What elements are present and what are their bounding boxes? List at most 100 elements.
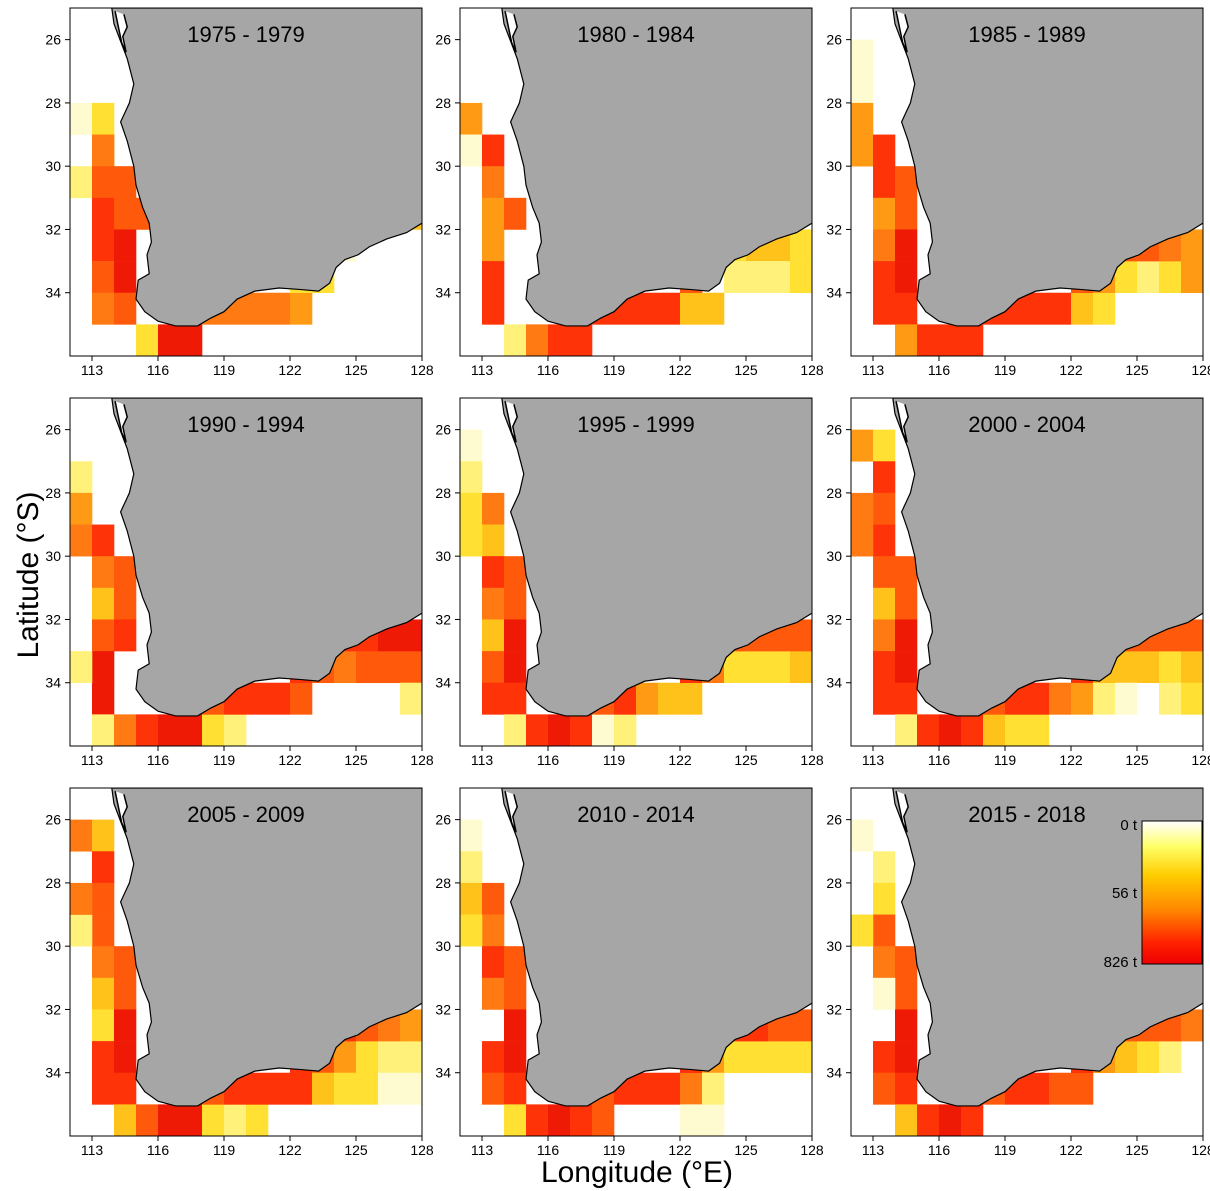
catch-cell xyxy=(1181,1009,1203,1042)
x-tick-label: 113 xyxy=(471,1142,494,1158)
x-tick-label: 119 xyxy=(994,752,1017,768)
catch-cell xyxy=(460,134,483,167)
catch-cell xyxy=(460,429,483,462)
panel-title: 1975 - 1979 xyxy=(187,22,304,47)
map-panel: 1975 - 1979 113 116 119 122 125 128 26 28 30 32 34 xyxy=(45,7,434,378)
catch-cell xyxy=(482,682,505,715)
legend-label-min: 0 t xyxy=(1120,817,1138,834)
catch-cell xyxy=(482,524,505,557)
catch-cell xyxy=(202,1104,225,1136)
catch-cell xyxy=(92,914,115,947)
catch-cell xyxy=(92,682,115,715)
catch-cell xyxy=(873,977,896,1010)
catch-cell xyxy=(1159,682,1182,715)
catch-cell xyxy=(1093,292,1116,325)
catch-cell xyxy=(400,1009,422,1042)
catch-cell xyxy=(136,324,159,356)
catch-cell xyxy=(548,714,571,746)
x-tick-label: 128 xyxy=(800,362,824,378)
catch-cell xyxy=(895,651,918,684)
land-mass xyxy=(111,8,422,327)
x-tick-label: 116 xyxy=(928,1142,951,1158)
land-mass xyxy=(501,788,812,1107)
catch-cell xyxy=(895,261,918,294)
catch-cell xyxy=(592,714,615,746)
catch-cell xyxy=(482,492,505,525)
x-tick-label: 122 xyxy=(1059,362,1083,378)
catch-cell xyxy=(482,914,505,947)
catch-cell xyxy=(180,324,203,356)
catch-cell xyxy=(224,1104,247,1136)
land-mass xyxy=(501,8,812,327)
catch-cell xyxy=(873,166,896,199)
catch-cell xyxy=(917,714,940,746)
panel-title: 1985 - 1989 xyxy=(968,22,1085,47)
catch-cell xyxy=(482,1041,505,1074)
y-tick-label: 30 xyxy=(45,158,61,174)
x-tick-label: 119 xyxy=(603,752,626,768)
y-axis-label: Latitude (°S) xyxy=(12,491,45,658)
catch-cell xyxy=(1137,1041,1160,1074)
y-tick-label: 26 xyxy=(435,32,451,48)
catch-cell xyxy=(895,619,918,652)
bay-outline xyxy=(504,791,518,833)
x-tick-label: 125 xyxy=(344,752,368,768)
catch-cell xyxy=(895,1041,918,1074)
catch-cell xyxy=(460,524,483,557)
catch-cell xyxy=(895,1072,918,1105)
catch-cell xyxy=(873,651,896,684)
catch-cell xyxy=(92,977,115,1010)
catch-cell xyxy=(895,556,918,589)
catch-cell xyxy=(92,651,115,684)
panel-frame xyxy=(69,7,423,357)
x-tick-label: 119 xyxy=(994,362,1017,378)
catch-cell xyxy=(70,461,93,494)
catch-cell xyxy=(592,1104,615,1136)
y-tick-label: 30 xyxy=(45,548,61,564)
catch-cell xyxy=(158,1104,181,1136)
catch-cell xyxy=(70,492,93,525)
catch-cell xyxy=(114,166,137,199)
bay-outline xyxy=(114,11,128,53)
catch-cell xyxy=(851,429,874,462)
catch-cell xyxy=(873,556,896,589)
catch-cell xyxy=(895,977,918,1010)
bay-outline xyxy=(895,11,909,53)
catch-cell xyxy=(873,134,896,167)
catch-cell xyxy=(378,1072,401,1105)
x-tick-label: 128 xyxy=(800,752,824,768)
land-mass xyxy=(111,398,422,717)
catch-cell xyxy=(961,714,984,746)
x-tick-label: 125 xyxy=(344,362,368,378)
catch-cell xyxy=(92,229,115,262)
y-tick-label: 26 xyxy=(435,812,451,828)
catch-cell xyxy=(658,1072,681,1105)
catch-cell xyxy=(400,1072,422,1105)
catch-cell xyxy=(1137,261,1160,294)
bay-outline xyxy=(114,791,128,833)
catch-cell xyxy=(873,461,896,494)
catch-cell xyxy=(482,619,505,652)
y-tick-label: 34 xyxy=(435,285,451,301)
x-tick-label: 119 xyxy=(213,1142,236,1158)
catch-cell xyxy=(746,1041,769,1074)
catch-cell xyxy=(268,682,291,715)
catch-cell xyxy=(114,619,137,652)
y-tick-label: 28 xyxy=(435,95,451,111)
bay-outline xyxy=(895,401,909,443)
x-tick-label: 122 xyxy=(668,362,692,378)
catch-cell xyxy=(895,682,918,715)
x-tick-label: 113 xyxy=(862,362,885,378)
x-tick-label: 125 xyxy=(734,362,758,378)
catch-cell xyxy=(768,261,791,294)
catch-cell xyxy=(895,229,918,262)
x-tick-label: 128 xyxy=(1191,752,1210,768)
catch-cell xyxy=(224,714,247,746)
y-tick-label: 32 xyxy=(435,611,451,627)
catch-cell xyxy=(290,292,313,325)
catch-cell xyxy=(873,229,896,262)
catch-cell xyxy=(136,714,159,746)
catch-cell xyxy=(356,1041,379,1074)
catch-cell xyxy=(92,166,115,199)
